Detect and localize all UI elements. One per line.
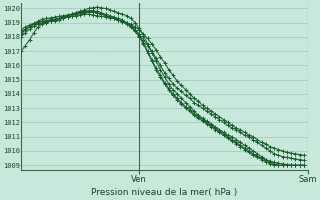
X-axis label: Pression niveau de la mer( hPa ): Pression niveau de la mer( hPa ) <box>92 188 238 197</box>
